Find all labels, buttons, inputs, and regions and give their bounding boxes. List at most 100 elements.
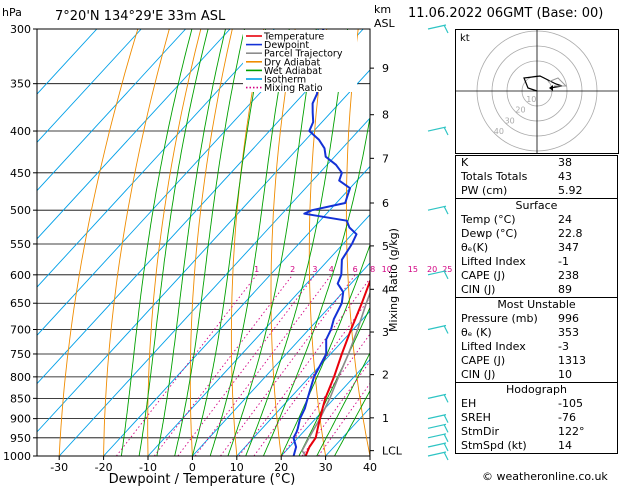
mixing-ratio-label: 6	[353, 265, 358, 274]
mixing-ratio-axis-label: Mixing Ratio (g/kg)	[387, 228, 400, 332]
wind-barb	[427, 451, 449, 461]
isotherm-line	[147, 214, 370, 456]
mixing-ratio-label: 2	[290, 265, 295, 274]
pressure-tick-label: 350	[10, 78, 31, 91]
legend-label: Wet Adiabat	[264, 66, 322, 77]
temperature-tick-label: -30	[50, 461, 68, 474]
surface-row: CIN (J) 89	[461, 283, 572, 296]
dry-adiabat	[308, 29, 328, 456]
surface-title: Surface	[515, 199, 558, 212]
isotherm-line	[192, 262, 370, 456]
pressure-tick-label: 900	[10, 413, 31, 426]
plot-frame	[36, 28, 371, 457]
mixing-ratio-label: 15	[408, 265, 418, 274]
hodograph-title: Hodograph	[506, 383, 567, 396]
mixing-ratio-label: 25	[442, 265, 452, 274]
most-unstable-section: Most Unstable Pressure (mb) 996 θₑ (K) 353…	[455, 298, 618, 383]
wet-adiabat	[280, 243, 370, 456]
most-unstable-row: CAPE (J) 1313	[461, 354, 586, 367]
wind-barb	[427, 393, 449, 403]
dry-adiabat	[345, 29, 370, 456]
wet-adiabat	[334, 389, 370, 456]
isotherm-line	[280, 358, 370, 456]
wind-barb	[427, 423, 449, 433]
wet-adiabat	[245, 29, 349, 456]
wet-adiabat	[209, 29, 290, 456]
km-axis: LCL 1 2 3 4 5 6 7 8 9	[370, 62, 403, 458]
wind-barbs	[427, 24, 449, 461]
km-tick-label: 2	[382, 369, 389, 382]
temperature-tick-label: -10	[139, 461, 157, 474]
legend-label: Dry Adiabat	[264, 57, 321, 68]
wet-adiabat	[174, 29, 245, 456]
hodograph-row: StmSpd (kt) 14	[461, 439, 572, 452]
isotherm-line	[58, 117, 370, 456]
most-unstable-row: CIN (J) 10	[461, 368, 572, 381]
mixing-ratio-line	[318, 382, 370, 456]
isotherm-line	[37, 69, 370, 433]
pressure-axis: 300 350 400 450 500 550 600 650 700 750 800 850 900 9…	[3, 23, 37, 463]
wet-adiabat	[138, 29, 209, 456]
x-axis-label: Dewpoint / Temperature (°C)	[109, 472, 296, 486]
dry-adiabat	[189, 29, 233, 456]
km-tick-label: 6	[382, 197, 389, 210]
mixing-ratio-label: 8	[370, 265, 375, 274]
mixing-ratio-line	[177, 274, 316, 456]
mixing-ratio-label: 10	[382, 265, 392, 274]
km-tick-label: 5	[382, 240, 389, 253]
mixing-ratio-line	[153, 274, 294, 456]
mixing-ratio-line	[194, 274, 332, 456]
mixing-ratio-line	[301, 360, 370, 456]
dry-adiabat	[103, 29, 170, 456]
index-row: Totals Totals 43	[461, 170, 572, 183]
pressure-tick-label: 500	[10, 204, 31, 217]
wind-barb	[427, 270, 449, 280]
legend-label: Isotherm	[264, 75, 306, 86]
pressure-tick-label: 550	[10, 238, 31, 251]
index-row: PW (cm) 5.92	[461, 184, 583, 197]
km-tick-label: 1	[382, 412, 389, 425]
pressure-tick-label: 950	[10, 432, 31, 445]
wet-adiabat	[262, 114, 370, 456]
wind-barb	[427, 205, 449, 215]
dry-adiabat	[417, 29, 459, 456]
surface-row: Dewp (°C) 22.8	[461, 227, 583, 240]
mixing-ratio-line	[115, 274, 258, 456]
chart-grid	[37, 29, 459, 456]
pressure-tick-label: 800	[10, 371, 31, 384]
most-unstable-row: Lifted Index -3	[461, 340, 569, 353]
wet-adiabat	[316, 351, 370, 456]
hpa-unit-label: hPa	[2, 6, 22, 19]
km-unit-label: km	[374, 3, 391, 16]
hodograph-row: EH -105	[461, 397, 583, 410]
temperature-tick-label: 30	[319, 461, 333, 474]
hodograph-kt-label: kt	[460, 33, 470, 44]
pressure-tick-label: 650	[10, 297, 31, 310]
mixing-ratio-labels: 1 2 3 4 6 8 10 15 20 25	[254, 265, 452, 274]
legend-label: Parcel Trajectory	[264, 49, 343, 60]
pressure-tick-label: 1000	[3, 450, 31, 463]
general-indices: K 38 Totals Totals 43 PW (cm) 5.92	[455, 155, 618, 199]
pressure-tick-label: 750	[10, 348, 31, 361]
hodograph-row: SREH -76	[461, 411, 576, 424]
isotherm-line	[37, 29, 231, 240]
isotherm-line	[236, 310, 370, 456]
storm-motion-marker	[549, 85, 553, 91]
sounding-curves	[292, 29, 370, 456]
surface-section: Surface Temp (°C) 24 Dewp (°C) 22.8 θₑ(K) 3…	[455, 199, 618, 298]
dry-adiabat	[230, 29, 265, 456]
asl-unit-label: ASL	[374, 17, 396, 30]
wind-barb	[427, 126, 449, 136]
surface-row: θₑ(K) 347	[461, 241, 579, 254]
pressure-tick-label: 400	[10, 125, 31, 138]
surface-row: Temp (°C) 24	[461, 213, 572, 226]
pressure-tick-label: 300	[10, 23, 31, 36]
wet-adiabat	[227, 29, 317, 456]
series-line-dewpoint	[292, 29, 358, 456]
hodograph-trace-upper	[547, 77, 568, 87]
km-tick-label: 9	[382, 62, 389, 75]
wind-barb	[427, 442, 449, 452]
legend-label: Temperature	[263, 32, 324, 43]
series-line-temperature	[304, 278, 370, 456]
